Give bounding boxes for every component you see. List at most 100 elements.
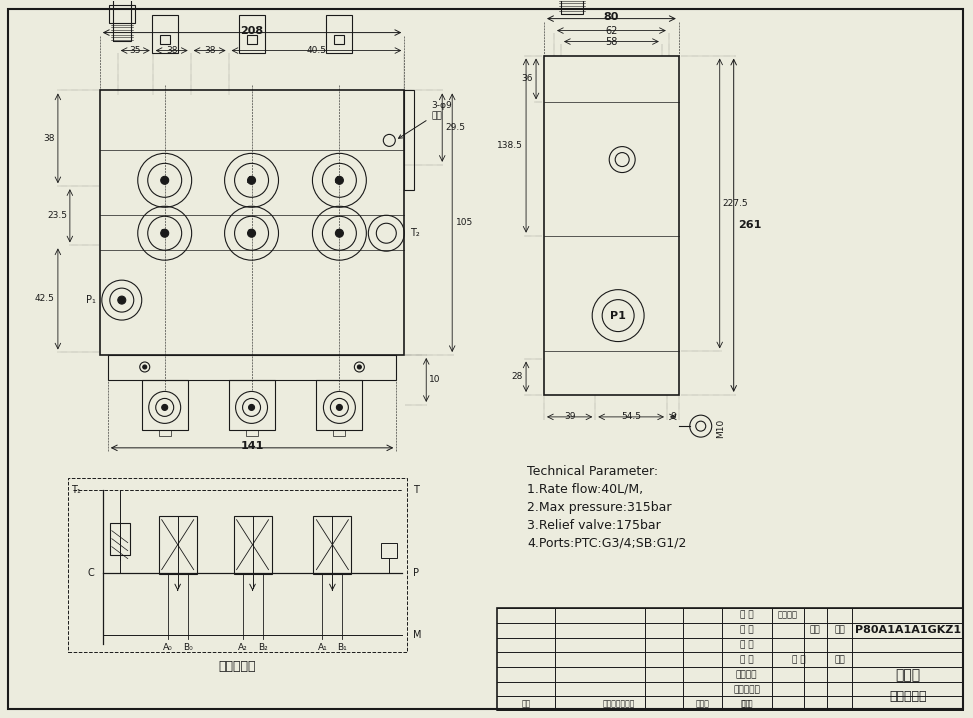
Text: 比例: 比例 [834, 625, 845, 635]
Text: 3.Relief valve:175bar: 3.Relief valve:175bar [527, 518, 661, 532]
Bar [313, 516, 351, 574]
Bar [238, 14, 265, 52]
Bar [326, 14, 352, 52]
Text: 多路阀: 多路阀 [895, 668, 920, 682]
Text: 日期: 日期 [742, 699, 751, 708]
Text: C: C [87, 568, 93, 577]
Text: B₂: B₂ [247, 229, 256, 238]
Text: P1: P1 [610, 311, 626, 321]
Bar [246, 34, 257, 44]
Text: 标记: 标记 [522, 699, 530, 708]
Text: 2.Max pressure:315bar: 2.Max pressure:315bar [527, 500, 671, 513]
Circle shape [248, 404, 255, 411]
Text: 80: 80 [603, 11, 619, 22]
Bar [159, 516, 197, 574]
Text: 更改人: 更改人 [696, 699, 709, 708]
Text: 4.Ports:PTC:G3/4;SB:G1/2: 4.Ports:PTC:G3/4;SB:G1/2 [527, 536, 686, 550]
Text: P80A1A1A1GKZ1: P80A1A1A1GKZ1 [855, 625, 961, 635]
Text: 38: 38 [44, 134, 54, 143]
Text: 29.5: 29.5 [446, 123, 465, 132]
Bar [234, 516, 271, 574]
Text: 更改内容或依据: 更改内容或依据 [602, 699, 635, 708]
Text: 外型尺寸图: 外型尺寸图 [889, 690, 926, 703]
Text: 38: 38 [166, 45, 177, 55]
Text: 36: 36 [522, 75, 533, 83]
Text: A₁: A₁ [317, 643, 327, 652]
Text: A₂: A₂ [247, 176, 256, 185]
Circle shape [143, 365, 147, 369]
Text: 单 位: 单 位 [740, 699, 752, 708]
Text: T: T [414, 485, 419, 495]
Bar [160, 34, 169, 44]
Text: A₃: A₃ [336, 176, 343, 185]
Bar [544, 55, 679, 395]
Text: 3-φ9
通孔: 3-φ9 通孔 [399, 101, 452, 139]
Bar [229, 380, 274, 430]
Text: Technical Parameter:: Technical Parameter: [527, 465, 658, 477]
Text: 描 图: 描 图 [739, 640, 753, 650]
Text: B₀: B₀ [183, 643, 193, 652]
Text: 138.5: 138.5 [497, 141, 523, 150]
Bar [100, 90, 404, 355]
Text: B₁: B₁ [338, 643, 347, 652]
Circle shape [161, 229, 168, 237]
Text: A₂: A₂ [237, 643, 247, 652]
Bar [335, 34, 344, 44]
Text: 58: 58 [605, 37, 618, 47]
Text: 208: 208 [240, 26, 264, 36]
Text: 标准化检查: 标准化检查 [734, 685, 760, 694]
Text: M: M [414, 630, 421, 640]
Text: 38: 38 [204, 45, 215, 55]
Text: 54.5: 54.5 [621, 412, 641, 421]
Text: 35: 35 [129, 45, 141, 55]
Bar [159, 430, 170, 436]
Text: 23.5: 23.5 [47, 211, 67, 220]
Text: P: P [414, 568, 419, 577]
Bar [245, 430, 258, 436]
Text: 42.5: 42.5 [35, 294, 54, 304]
Text: 制 图: 制 图 [739, 625, 753, 635]
Circle shape [247, 229, 256, 237]
Text: 105: 105 [456, 218, 474, 227]
Text: 141: 141 [240, 441, 264, 451]
Circle shape [162, 404, 167, 411]
Text: 39: 39 [564, 412, 575, 421]
Circle shape [161, 177, 168, 185]
Text: T₁: T₁ [71, 485, 81, 495]
Text: T₂: T₂ [411, 228, 420, 238]
Text: B₂: B₂ [258, 643, 268, 652]
Bar [404, 90, 414, 190]
Text: 227.5: 227.5 [723, 199, 748, 208]
Text: 图样标记: 图样标记 [777, 610, 798, 620]
Bar [110, 523, 129, 554]
Text: 备料: 备料 [834, 656, 845, 664]
Text: 共 享: 共 享 [792, 656, 806, 664]
Text: 10: 10 [429, 376, 441, 384]
Text: 工艺检查: 工艺检查 [736, 671, 757, 679]
Text: A₀: A₀ [162, 643, 172, 652]
Text: 1.Rate flow:40L/M,: 1.Rate flow:40L/M, [527, 482, 643, 495]
Text: B₁: B₁ [161, 229, 168, 238]
Bar [109, 4, 134, 22]
Text: P₁: P₁ [86, 295, 95, 305]
Text: 设 计: 设 计 [739, 610, 753, 620]
Text: 261: 261 [738, 220, 761, 230]
Text: 40.5: 40.5 [306, 45, 326, 55]
Bar [68, 477, 408, 653]
Circle shape [337, 404, 342, 411]
Bar [316, 380, 362, 430]
Text: B₃: B₃ [336, 229, 343, 238]
Text: 62: 62 [605, 26, 618, 36]
Bar [497, 607, 963, 710]
Bar [142, 380, 188, 430]
Bar [334, 430, 345, 436]
Circle shape [336, 177, 343, 185]
Text: M10: M10 [716, 419, 725, 438]
Circle shape [357, 365, 361, 369]
Bar [152, 14, 178, 52]
Text: 9: 9 [670, 412, 675, 421]
Bar [561, 0, 583, 14]
Bar [108, 355, 396, 380]
Bar [113, 0, 130, 41]
Circle shape [336, 229, 343, 237]
